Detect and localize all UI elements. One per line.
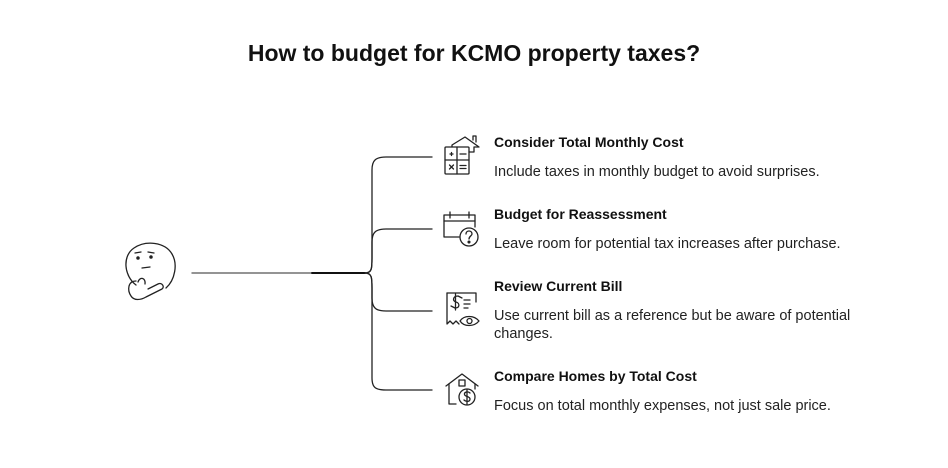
item-1-title: Consider Total Monthly Cost: [494, 134, 684, 150]
item-4-description: Focus on total monthly expenses, not jus…: [494, 398, 831, 414]
connector-lines: [191, 156, 433, 391]
diagram-title: How to budget for KCMO property taxes?: [247, 40, 701, 66]
calendar-question-icon: [443, 211, 479, 247]
item-3-title: Review Current Bill: [494, 278, 623, 294]
receipt-eye-icon: [446, 292, 480, 327]
item-1-description: Include taxes in monthly budget to avoid…: [494, 164, 820, 180]
thinking-face-icon: [125, 242, 176, 301]
item-2-description: Leave room for potential tax increases a…: [494, 236, 841, 252]
house-dollar-icon: [445, 373, 479, 406]
item-4-title: Compare Homes by Total Cost: [494, 368, 697, 384]
calculator-house-icon: [444, 135, 480, 175]
item-3-description: Use current bill as a reference but be a…: [494, 308, 851, 342]
item-2-title: Budget for Reassessment: [494, 206, 667, 222]
